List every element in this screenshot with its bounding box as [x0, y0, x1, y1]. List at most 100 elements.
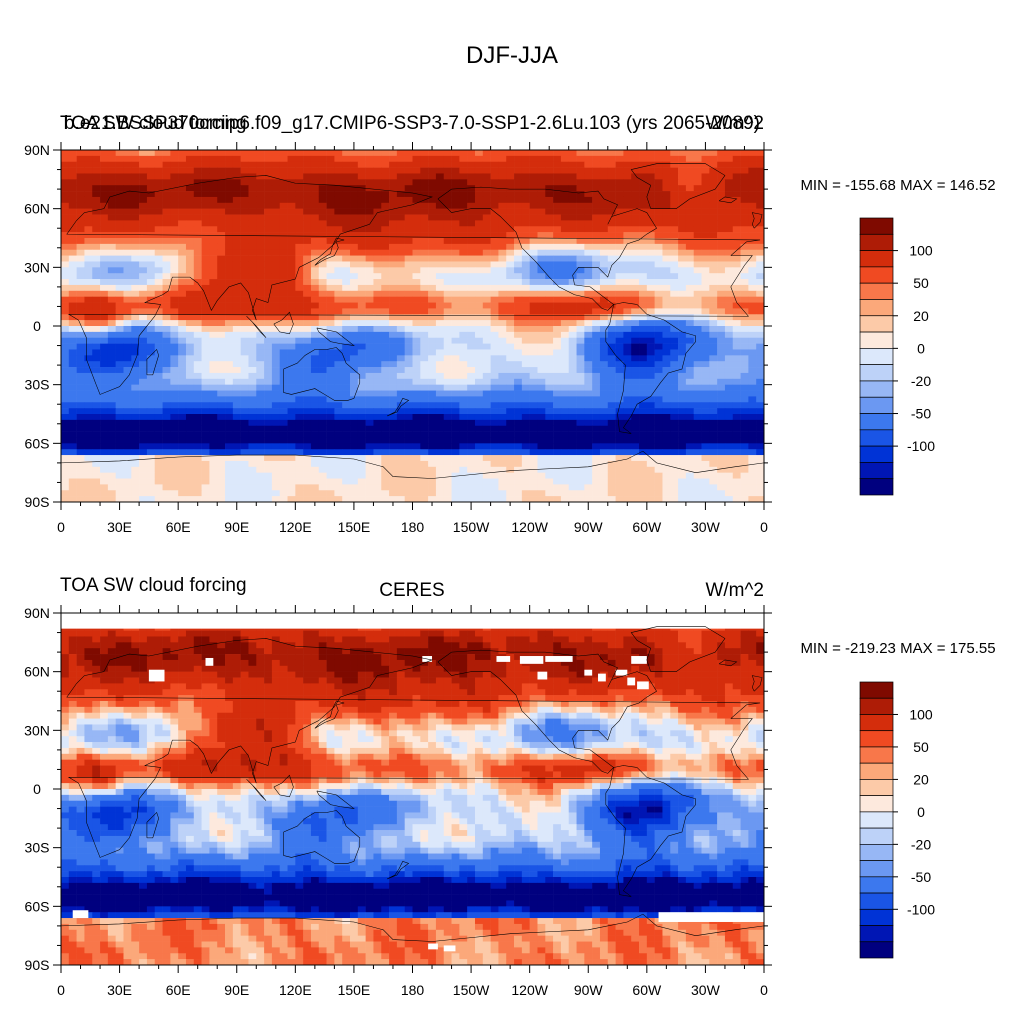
field-cell	[185, 331, 195, 339]
field-cell	[248, 326, 257, 333]
field-cell	[646, 408, 655, 415]
field-cell	[389, 267, 398, 274]
field-cell	[303, 238, 312, 245]
field-cell	[350, 419, 359, 427]
field-cell	[271, 261, 281, 268]
field-cell	[467, 185, 476, 192]
field-cell	[271, 402, 281, 409]
field-cell	[381, 466, 390, 473]
field-cell	[170, 367, 179, 374]
field-cell	[607, 273, 616, 280]
field-cell	[185, 419, 195, 427]
field-cell	[201, 384, 210, 391]
field-cell	[412, 384, 421, 391]
field-cell	[654, 267, 663, 274]
field-cell	[654, 273, 663, 280]
field-cell	[756, 167, 764, 174]
field-cell	[615, 408, 624, 415]
field-cell	[107, 238, 116, 245]
field-cell	[693, 173, 702, 180]
field-cell	[154, 238, 163, 245]
field-cell	[435, 243, 445, 251]
field-cell	[217, 191, 226, 198]
field-cell	[521, 431, 530, 438]
field-cell	[545, 361, 554, 368]
field-cell	[529, 419, 538, 427]
field-cell	[61, 314, 70, 321]
field-cell	[756, 396, 764, 403]
field-cell	[615, 355, 624, 362]
field-cell	[357, 361, 366, 368]
field-cell	[100, 249, 109, 256]
field-cell	[303, 214, 312, 221]
field-cell	[381, 155, 390, 163]
field-cell	[318, 455, 327, 462]
field-cell	[584, 155, 593, 163]
field-cell	[521, 320, 530, 327]
field-cell	[154, 220, 163, 227]
field-cell	[560, 173, 570, 180]
field-cell	[162, 238, 171, 245]
field-cell	[92, 249, 101, 256]
field-cell	[279, 314, 288, 321]
field-cell	[498, 437, 507, 444]
field-cell	[584, 167, 593, 174]
field-cell	[724, 238, 734, 245]
field-cell	[514, 255, 523, 262]
field-cell	[68, 437, 77, 444]
field-cell	[139, 208, 148, 215]
field-cell	[396, 214, 405, 221]
field-cell	[84, 255, 93, 262]
field-cell	[256, 343, 265, 350]
field-cell	[599, 437, 609, 444]
field-cell	[92, 238, 101, 245]
field-cell	[553, 419, 562, 427]
field-cell	[365, 331, 374, 339]
field-cell	[646, 214, 655, 221]
field-cell	[748, 290, 757, 297]
field-cell	[342, 249, 351, 256]
field-cell	[748, 396, 757, 403]
field-cell	[232, 349, 241, 356]
field-cell	[490, 314, 499, 321]
field-cell	[185, 238, 195, 245]
field-cell	[529, 390, 538, 397]
field-cell	[389, 390, 398, 397]
field-cell	[381, 349, 390, 356]
field-cell	[131, 326, 140, 333]
field-cell	[412, 455, 421, 462]
field-cell	[139, 460, 148, 468]
field-cell	[326, 155, 335, 163]
field-cell	[256, 390, 265, 397]
field-cell	[498, 343, 507, 350]
field-cell	[435, 196, 445, 204]
field-cell	[592, 167, 601, 174]
field-cell	[232, 238, 241, 245]
field-cell	[139, 296, 148, 303]
field-cell	[568, 384, 577, 391]
field-cell	[506, 314, 515, 321]
field-cell	[599, 455, 609, 462]
field-cell	[443, 449, 452, 456]
field-cell	[631, 150, 640, 157]
field-cell	[670, 243, 679, 251]
field-cell	[693, 208, 702, 215]
field-cell	[342, 390, 351, 397]
field-cell	[701, 220, 710, 227]
field-cell	[435, 273, 445, 280]
field-cell	[467, 173, 476, 180]
field-cell	[685, 378, 694, 385]
field-cell	[256, 302, 265, 309]
field-cell	[443, 243, 452, 251]
field-cell	[170, 191, 179, 198]
field-cell	[248, 449, 257, 456]
field-cell	[303, 355, 312, 362]
field-cell	[162, 361, 171, 368]
field-cell	[131, 220, 140, 227]
field-cell	[326, 402, 335, 409]
field-cell	[123, 179, 132, 186]
field-cell	[162, 390, 171, 397]
field-cell	[131, 196, 140, 204]
field-cell	[115, 320, 124, 327]
field-cell	[428, 255, 437, 262]
